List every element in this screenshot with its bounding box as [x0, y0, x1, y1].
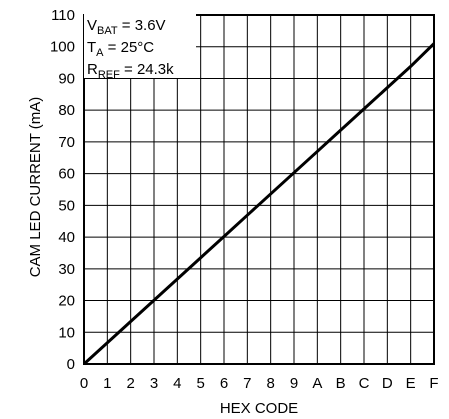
y-tick-label: 10	[58, 324, 75, 341]
y-tick-label: 0	[67, 356, 75, 373]
grid	[84, 15, 434, 364]
plot-frame	[83, 14, 435, 365]
y-tick-label: 60	[58, 166, 75, 183]
y-tick-label: 70	[58, 134, 75, 151]
annotation-ta: TA = 25°C	[87, 39, 154, 59]
y-tick-label: 50	[58, 197, 75, 214]
y-tick-label: 80	[58, 102, 75, 119]
y-tick-labels: 0 10 20 30 40 50 60 70 80 90 100 110	[50, 7, 75, 373]
y-tick-label: 40	[58, 229, 75, 246]
annotation-box	[84, 10, 196, 78]
y-axis-title: CAM LED CURRENT (mA)	[27, 97, 44, 278]
series-line	[82, 42, 436, 366]
y-tick-label: 90	[58, 70, 75, 87]
x-tick-label: B	[336, 375, 346, 392]
y-tick-label: 110	[51, 7, 75, 24]
x-tick-label: 0	[80, 375, 88, 392]
series-layer	[82, 42, 436, 366]
y-tick-label: 30	[58, 261, 75, 278]
x-tick-label: 7	[243, 375, 251, 392]
x-tick-label: E	[406, 375, 416, 392]
x-tick-label: C	[359, 375, 370, 392]
x-tick-label: 6	[220, 375, 228, 392]
annotation-rref: RREF = 24.3k	[87, 61, 174, 81]
x-tick-label: 9	[290, 375, 298, 392]
x-tick-label: 5	[196, 375, 204, 392]
x-tick-label: A	[312, 375, 322, 392]
x-tick-label: 1	[103, 375, 111, 392]
y-tick-label: 20	[58, 293, 75, 310]
y-tick-label: 100	[50, 39, 75, 56]
x-tick-label: 4	[173, 375, 181, 392]
x-tick-label: F	[429, 375, 438, 392]
x-axis-title: HEX CODE	[220, 400, 298, 417]
x-tick-label: 2	[126, 375, 134, 392]
annotation-vbat: VBAT = 3.6V	[87, 17, 166, 37]
x-tick-label: D	[382, 375, 393, 392]
x-tick-label: 8	[266, 375, 274, 392]
x-tick-label: 3	[150, 375, 158, 392]
